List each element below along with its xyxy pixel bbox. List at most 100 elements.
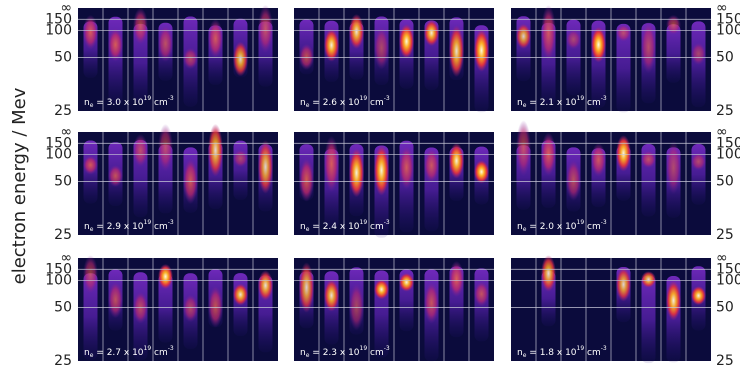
- label-part: =: [309, 222, 322, 232]
- y-tick-label-left: 100: [45, 23, 72, 39]
- panel: ne = 2.7 x 1019 cm-3: [78, 255, 278, 361]
- spectrum-peak: [133, 134, 148, 168]
- label-part: -3: [384, 95, 390, 102]
- label-part: 19: [577, 219, 585, 226]
- label-part: x 10: [337, 222, 360, 232]
- label-part: -3: [601, 219, 607, 226]
- y-tick-label-right: 100: [716, 273, 740, 289]
- y-axis-title: electron energy / Mev: [9, 87, 30, 284]
- spectrum-peak: [474, 281, 489, 307]
- label-part: n: [84, 348, 90, 358]
- spectrum-peak: [208, 123, 223, 177]
- spectrum-peak: [691, 42, 706, 66]
- spectrum-peak: [233, 41, 248, 77]
- label-part: =: [93, 98, 106, 108]
- spectrum-streak: [616, 23, 631, 113]
- spectrum-peak: [299, 157, 314, 202]
- label-part: 3.0: [107, 98, 122, 108]
- panel: ne = 2.1 x 1019 cm-3: [511, 5, 711, 113]
- spectrum-peak: [591, 26, 606, 63]
- label-part: -3: [384, 345, 390, 352]
- label-part: x 10: [554, 98, 577, 108]
- y-tick-label-right: 50: [716, 299, 734, 315]
- y-tick-label-right: 100: [716, 147, 740, 163]
- y-tick-label-left: 150: [45, 135, 72, 151]
- y-tick-label-right: 25: [716, 103, 734, 119]
- label-part: x 10: [337, 98, 360, 108]
- label-part: 1.8: [540, 348, 555, 358]
- spectrum-peak: [349, 14, 364, 50]
- spectrum-peak: [424, 19, 439, 47]
- y-tick-label-left: 25: [54, 103, 72, 119]
- spectrum-peak: [616, 267, 631, 302]
- y-tick-label-right: 150: [716, 261, 740, 277]
- spectrum-streak: [83, 273, 98, 360]
- label-part: =: [526, 98, 539, 108]
- spectrum-peak: [83, 155, 98, 175]
- label-part: e: [306, 226, 310, 233]
- y-tick-label-left: 25: [54, 353, 72, 369]
- spectrum-peak: [449, 142, 464, 179]
- density-label: ne = 1.8 x 1019 cm-3: [517, 345, 607, 359]
- spectrum-streak: [158, 274, 173, 343]
- y-tick-label-left: 100: [45, 147, 72, 163]
- spectrum-streak: [233, 140, 248, 200]
- y-tick-label-left: 50: [54, 173, 72, 189]
- label-part: -3: [384, 219, 390, 226]
- spectrum-peak: [108, 164, 123, 188]
- panel: ne = 2.0 x 1019 cm-3: [511, 120, 711, 235]
- spectrum-peak: [474, 160, 489, 184]
- y-tick-label-left: ∞: [60, 0, 72, 16]
- panel: ne = 2.9 x 1019 cm-3: [78, 123, 278, 235]
- spectrum-peak: [374, 145, 389, 196]
- label-part: e: [90, 352, 94, 359]
- spectrum-peak: [258, 4, 273, 54]
- spectrum-peak: [108, 281, 123, 319]
- spectrum-peak: [666, 14, 681, 35]
- label-part: 2.1: [540, 98, 554, 108]
- label-part: cm: [151, 98, 168, 108]
- spectrum-peak: [299, 262, 314, 313]
- spectrum-peak: [208, 18, 223, 59]
- label-part: -3: [168, 345, 174, 352]
- label-part: cm: [584, 222, 601, 232]
- y-tick-label-left: ∞: [60, 124, 72, 140]
- y-tick-label-left: 100: [45, 273, 72, 289]
- label-part: x 10: [121, 98, 144, 108]
- density-label: ne = 2.3 x 1019 cm-3: [300, 345, 390, 359]
- label-part: cm: [151, 348, 168, 358]
- spectrum-peak: [399, 272, 414, 292]
- label-part: n: [300, 348, 306, 358]
- spectrum-peak: [666, 140, 681, 195]
- spectrum-peak: [691, 152, 706, 171]
- label-part: n: [517, 348, 523, 358]
- label-part: cm: [584, 348, 601, 358]
- spectrum-peak: [83, 255, 98, 294]
- y-tick-label-right: ∞: [716, 0, 728, 16]
- spectrum-peak: [399, 24, 414, 59]
- spectrum-peak: [541, 132, 556, 176]
- spectrum-streak: [133, 23, 148, 103]
- label-part: 2.7: [107, 348, 121, 358]
- y-tick-label-right: 150: [716, 11, 740, 27]
- label-part: 19: [144, 219, 152, 226]
- density-label: ne = 2.1 x 1019 cm-3: [517, 95, 607, 109]
- spectrum-peak: [133, 7, 148, 45]
- spectrum-peak: [516, 120, 531, 177]
- label-part: e: [306, 102, 310, 109]
- spectrum-peak: [299, 43, 314, 70]
- label-part: e: [523, 352, 527, 359]
- spectrum-peak: [183, 157, 198, 204]
- label-part: cm: [367, 348, 384, 358]
- y-tick-label-left: 50: [54, 299, 72, 315]
- y-tick-label-left: 50: [54, 49, 72, 65]
- label-part: n: [300, 98, 306, 108]
- label-part: cm: [367, 98, 384, 108]
- label-part: x 10: [121, 222, 144, 232]
- label-part: n: [84, 98, 90, 108]
- panel: ne = 2.3 x 1019 cm-3: [294, 258, 494, 362]
- label-part: -3: [168, 219, 174, 226]
- label-part: =: [93, 222, 106, 232]
- panel: ne = 1.8 x 1019 cm-3: [511, 255, 711, 364]
